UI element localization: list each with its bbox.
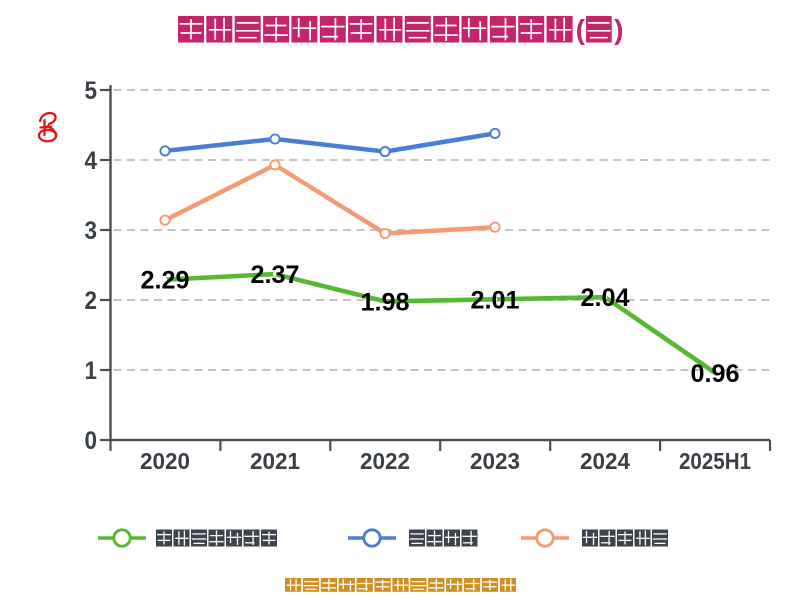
svg-text:2023: 2023 bbox=[470, 448, 520, 474]
svg-text:2.04: 2.04 bbox=[581, 284, 630, 312]
svg-text:2.01: 2.01 bbox=[471, 286, 520, 314]
svg-text:2022: 2022 bbox=[360, 448, 410, 474]
svg-text:2024: 2024 bbox=[580, 448, 630, 474]
svg-text:4: 4 bbox=[85, 147, 98, 175]
svg-text:5: 5 bbox=[85, 77, 98, 105]
svg-text:0: 0 bbox=[85, 427, 98, 455]
svg-text:2.29: 2.29 bbox=[141, 267, 190, 295]
svg-text:2: 2 bbox=[85, 287, 98, 315]
svg-text:3: 3 bbox=[85, 217, 98, 245]
svg-text:2.37: 2.37 bbox=[251, 261, 300, 289]
svg-text:0.96: 0.96 bbox=[691, 360, 740, 388]
svg-text:): ) bbox=[614, 14, 623, 45]
svg-text:2025H1: 2025H1 bbox=[679, 448, 751, 474]
svg-text:2021: 2021 bbox=[250, 448, 300, 474]
svg-text:1.98: 1.98 bbox=[361, 288, 410, 316]
svg-text:(: ( bbox=[576, 14, 586, 45]
svg-text:2020: 2020 bbox=[140, 448, 190, 474]
svg-text:1: 1 bbox=[85, 357, 98, 385]
